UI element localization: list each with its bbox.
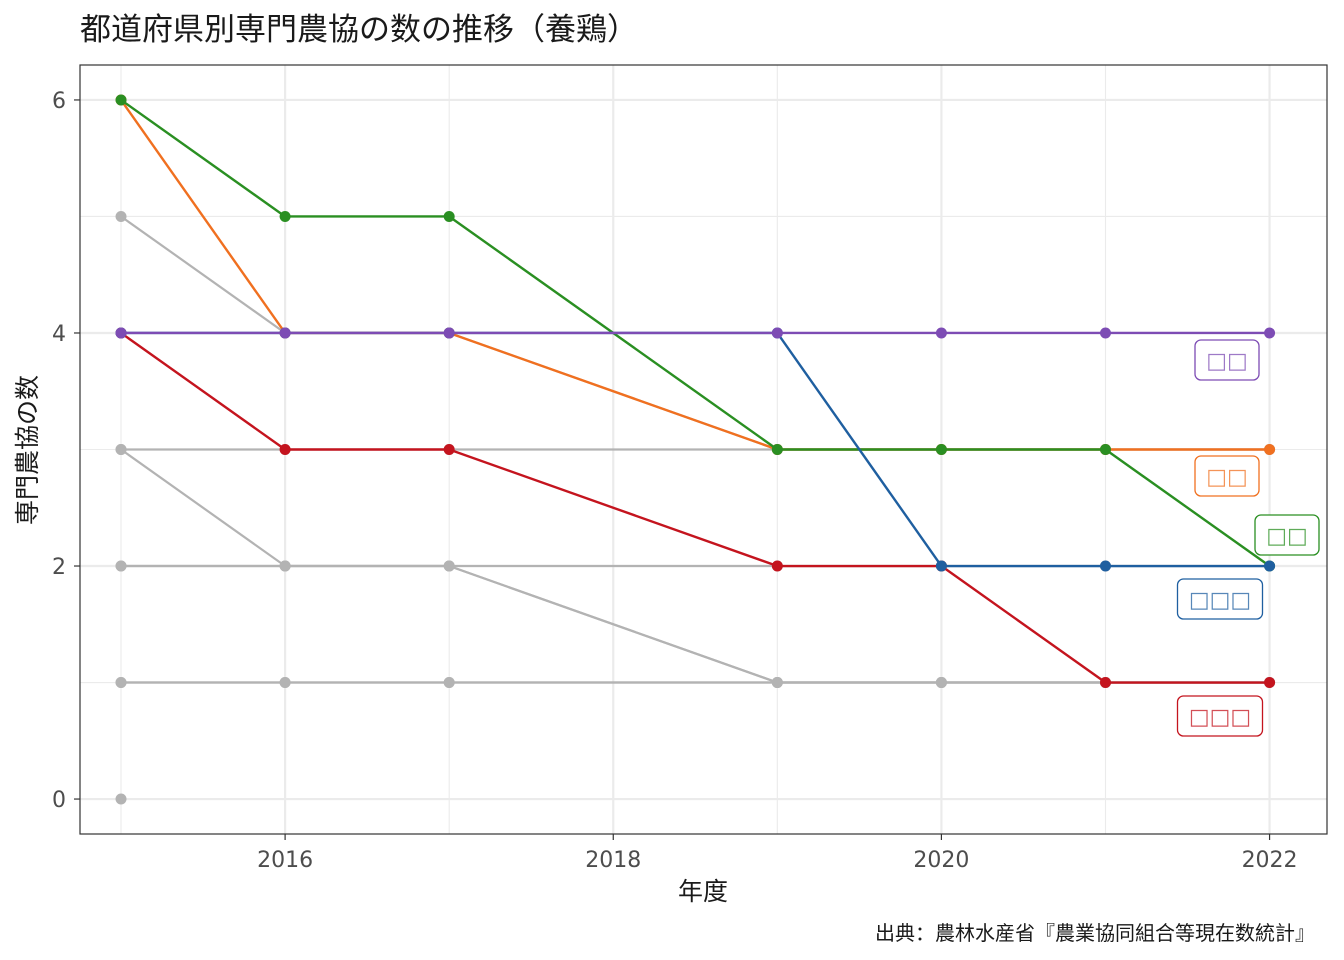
background-series-5-point	[279, 560, 291, 572]
series-label-box	[1176, 695, 1264, 737]
highlight-series-3-point	[1264, 677, 1276, 689]
y-axis-title: 専門農協の数	[13, 375, 42, 525]
series-label-box	[1194, 455, 1260, 497]
series-label: □□□	[1189, 588, 1251, 613]
series-label: □□	[1206, 465, 1248, 490]
highlight-series-4-point	[1264, 560, 1276, 572]
highlight-series-2-point	[771, 444, 783, 455]
x-tick-label: 2020	[913, 848, 969, 873]
highlight-series-4-point	[935, 560, 947, 572]
series-label: □□	[1266, 524, 1308, 549]
background-series-7-point	[115, 677, 127, 689]
highlight-series-2-point	[935, 444, 947, 455]
plot-border	[79, 64, 1328, 835]
background-series-5-point	[443, 560, 455, 572]
background-series-7-point	[279, 677, 291, 689]
series-label: □□□	[1189, 705, 1251, 730]
y-tick-label: 6	[52, 89, 66, 114]
background-series-7-point	[443, 677, 455, 689]
background-series-3-point	[115, 444, 127, 455]
background-series-7-point	[935, 677, 947, 689]
highlight-series-5-point	[935, 327, 947, 339]
highlight-series-5-point	[1264, 327, 1276, 339]
background-series-8-point	[115, 793, 127, 805]
highlight-series-5-point	[443, 327, 455, 339]
highlight-series-2-point	[1099, 444, 1111, 455]
x-axis-title: 年度	[678, 877, 728, 906]
y-axis: 0 2 4 6	[52, 89, 80, 813]
y-tick-label: 0	[52, 788, 66, 813]
series-label-box	[1194, 339, 1260, 381]
highlight-series-3-point	[443, 444, 455, 455]
highlight-series-2-point	[443, 210, 455, 222]
highlight-series-2-point	[279, 210, 291, 222]
highlight-series-3-point	[279, 444, 291, 455]
background-series-7-point	[771, 677, 783, 689]
series-label-box	[1176, 578, 1264, 620]
series-labels: □□□□□□□□□□□□	[1176, 339, 1320, 737]
series-label: □□	[1206, 349, 1248, 374]
x-tick-label: 2016	[257, 848, 313, 873]
highlight-series-3-point	[1099, 677, 1111, 689]
highlight-series-5-point	[1099, 327, 1111, 339]
highlight-series	[115, 94, 1276, 689]
series-label-box	[1254, 514, 1320, 556]
chart-title: 都道府県別専門農協の数の推移（養鶏）	[80, 12, 638, 48]
x-tick-label: 2022	[1242, 848, 1298, 873]
highlight-series-4-point	[1099, 560, 1111, 572]
y-tick-label: 4	[52, 322, 66, 347]
highlight-series-5-point	[279, 327, 291, 339]
x-axis: 2016 2018 2020 2022	[257, 834, 1298, 873]
y-tick-label: 2	[52, 555, 66, 580]
background-series-5-point	[115, 560, 127, 572]
highlight-series-3-point	[771, 560, 783, 572]
highlight-series-5-point	[771, 327, 783, 339]
highlight-series-1-point	[1264, 444, 1276, 455]
x-tick-label: 2018	[585, 848, 641, 873]
highlight-series-2-point	[115, 94, 127, 106]
highlight-series-5-point	[115, 327, 127, 339]
background-series-1-point	[115, 210, 127, 222]
source-caption: 出典：農林水産省『農業協同組合等現在数統計』	[875, 921, 1315, 945]
